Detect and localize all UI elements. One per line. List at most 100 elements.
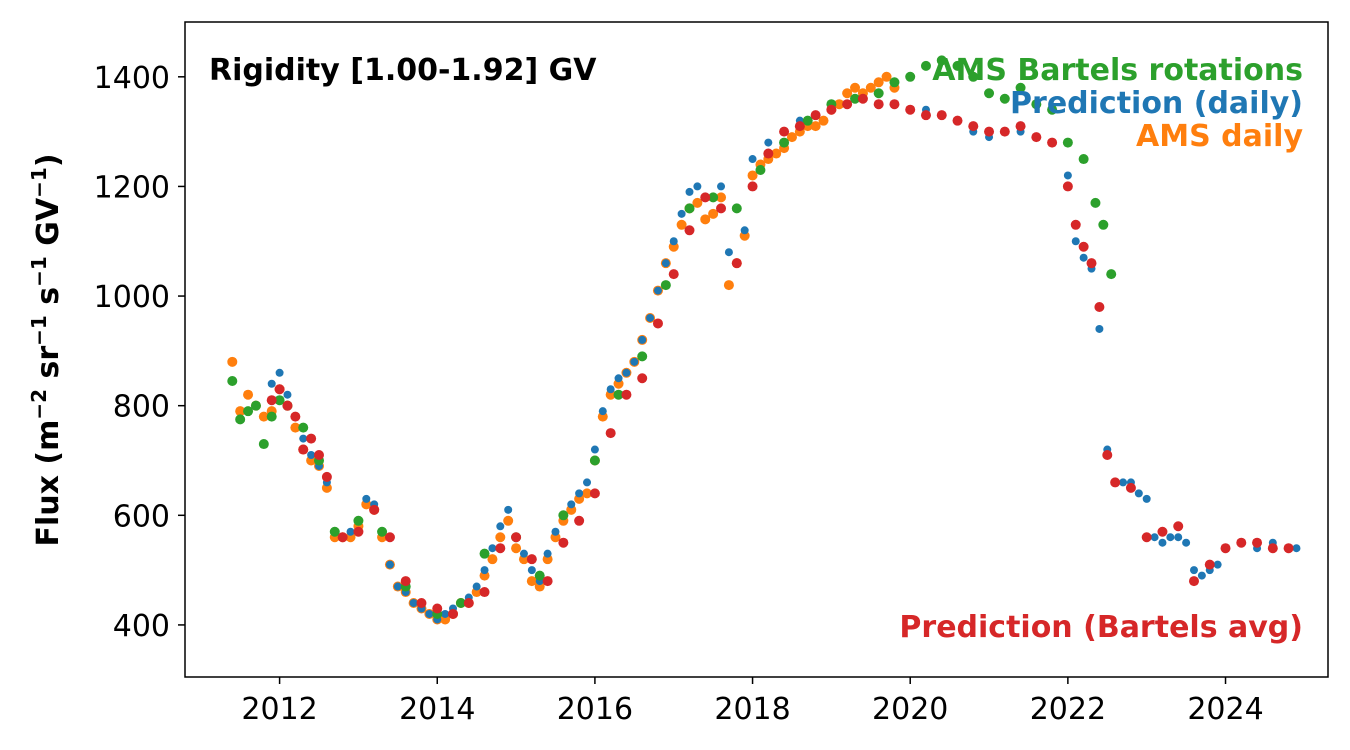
data-point xyxy=(298,444,309,455)
data-point xyxy=(881,71,892,82)
x-tick-label: 2014 xyxy=(399,692,475,727)
data-point xyxy=(542,576,553,587)
data-point xyxy=(1078,241,1089,252)
data-point xyxy=(258,439,269,450)
data-point xyxy=(441,609,450,618)
data-point xyxy=(779,137,790,148)
data-point xyxy=(598,407,607,416)
y-tick-label: 600 xyxy=(113,499,170,534)
legend-ams-bartels: AMS Bartels rotations xyxy=(932,53,1303,88)
x-tick-label: 2024 xyxy=(1187,692,1263,727)
data-point xyxy=(353,526,364,537)
data-point xyxy=(1292,544,1301,553)
data-point xyxy=(1031,99,1042,110)
data-point xyxy=(1094,302,1105,313)
data-point xyxy=(432,603,443,614)
data-point xyxy=(873,99,884,110)
data-point xyxy=(1134,489,1143,498)
data-point xyxy=(1095,324,1104,333)
data-point xyxy=(834,99,845,110)
data-point xyxy=(802,115,813,126)
data-point xyxy=(558,510,569,521)
data-point xyxy=(646,313,655,322)
data-point xyxy=(1086,258,1097,269)
data-point xyxy=(290,422,301,433)
data-point xyxy=(1047,104,1058,115)
data-point xyxy=(630,357,639,366)
data-point xyxy=(716,203,727,214)
data-point xyxy=(684,203,695,214)
data-point xyxy=(622,368,631,377)
data-point xyxy=(905,71,916,82)
x-tick-label: 2016 xyxy=(557,692,633,727)
data-point xyxy=(905,104,916,115)
data-point xyxy=(274,384,285,395)
data-point xyxy=(235,406,246,417)
data-point xyxy=(511,532,522,543)
data-point xyxy=(1079,253,1088,262)
data-point xyxy=(1236,537,1247,548)
data-point xyxy=(717,182,726,191)
data-point xyxy=(1102,450,1113,461)
data-point xyxy=(1173,521,1184,532)
data-point xyxy=(425,609,434,618)
data-point xyxy=(393,582,402,591)
data-point xyxy=(850,82,861,93)
data-point xyxy=(685,187,694,196)
data-point xyxy=(676,219,687,230)
data-point xyxy=(1283,543,1294,554)
data-point xyxy=(1150,533,1159,542)
data-point xyxy=(873,88,884,99)
data-point xyxy=(1252,537,1263,548)
data-point xyxy=(1062,181,1073,192)
y-tick-label: 1200 xyxy=(94,170,170,205)
data-point xyxy=(606,385,615,394)
data-point xyxy=(362,494,371,503)
data-point xyxy=(984,126,995,137)
data-point xyxy=(558,537,569,548)
data-point xyxy=(747,170,758,181)
data-point xyxy=(747,181,758,192)
data-point xyxy=(574,515,585,526)
data-point xyxy=(377,526,388,537)
data-point xyxy=(243,389,254,400)
data-point xyxy=(1166,533,1175,542)
data-point xyxy=(1213,560,1222,569)
data-point xyxy=(582,488,593,499)
data-point xyxy=(258,411,269,422)
data-point xyxy=(1142,494,1151,503)
data-point xyxy=(857,93,868,104)
data-point xyxy=(227,356,238,367)
data-point xyxy=(526,554,537,565)
data-point xyxy=(850,93,861,104)
data-point xyxy=(731,258,742,269)
data-point xyxy=(495,543,506,554)
data-point xyxy=(613,389,624,400)
data-point xyxy=(621,389,632,400)
data-point xyxy=(250,400,261,411)
data-point xyxy=(1047,137,1058,148)
data-point xyxy=(503,515,514,526)
data-point xyxy=(346,527,355,536)
data-point xyxy=(1062,137,1073,148)
data-point xyxy=(865,82,876,93)
series-prediction-bartels xyxy=(266,93,1294,619)
data-point xyxy=(779,126,790,137)
data-point xyxy=(984,88,995,99)
data-point xyxy=(763,148,774,159)
data-point xyxy=(614,374,623,383)
data-point xyxy=(321,471,332,482)
data-point xyxy=(889,99,900,110)
data-point xyxy=(306,433,317,444)
data-point xyxy=(1070,219,1081,230)
data-point xyxy=(723,280,734,291)
legend-prediction-daily: Prediction (daily) xyxy=(1010,86,1303,121)
data-point xyxy=(740,226,749,235)
data-point xyxy=(873,77,884,88)
data-point xyxy=(652,318,663,329)
data-point xyxy=(968,71,979,82)
data-point xyxy=(329,526,340,537)
data-point xyxy=(235,414,246,425)
data-point xyxy=(589,488,600,499)
